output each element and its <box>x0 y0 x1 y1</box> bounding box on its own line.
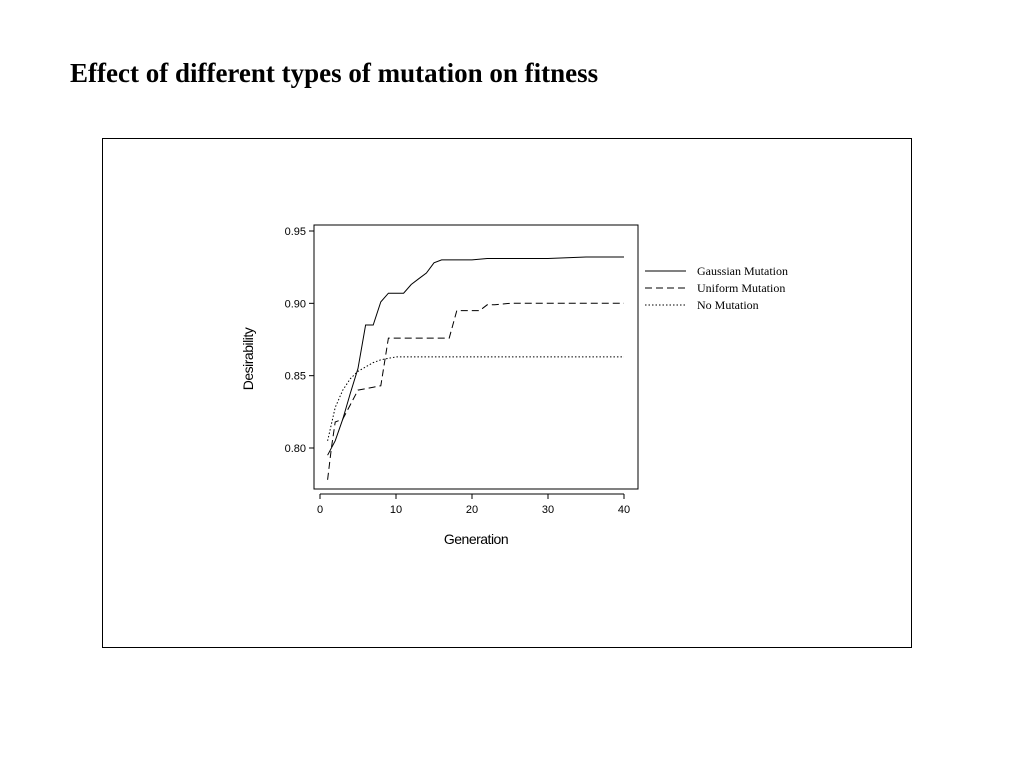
y-axis: 0.80 0.85 0.90 0.95 <box>285 226 314 455</box>
legend: Gaussian Mutation Uniform Mutation No Muta… <box>645 264 788 312</box>
x-axis: 0 10 20 30 40 <box>317 493 630 516</box>
y-tick-label: 0.80 <box>285 443 306 455</box>
line-chart: 0.800.850.900.95 0 10 20 30 40 Desirability … <box>240 224 788 547</box>
y-tick-label: 0.90 <box>285 298 306 310</box>
y-tick-label: 0.85 <box>285 371 306 383</box>
y-axis-label: Desirability <box>240 327 256 390</box>
series-line-uniform-mutation <box>327 302 624 480</box>
x-tick-label: 40 <box>618 504 630 516</box>
series-line-no-mutation <box>327 356 624 441</box>
x-tick-label: 20 <box>466 504 478 516</box>
x-tick-label: 0 <box>317 504 323 516</box>
legend-label: No Mutation <box>697 298 759 312</box>
legend-label: Gaussian Mutation <box>697 264 788 278</box>
legend-label: Uniform Mutation <box>697 281 785 295</box>
slide-title: Effect of different types of mutation on… <box>70 58 599 88</box>
series-group <box>327 256 624 480</box>
x-tick-label: 10 <box>390 504 402 516</box>
y-tick-label: 0.95 <box>285 226 306 238</box>
x-tick-label: 30 <box>542 504 554 516</box>
series-line-gaussian-mutation <box>327 256 624 456</box>
x-axis-label: Generation <box>444 531 508 547</box>
chart-frame: 0.80 0.85 0.90 0.95 0 10 20 30 40 Desirability … <box>102 138 912 648</box>
plot-area <box>313 224 639 490</box>
